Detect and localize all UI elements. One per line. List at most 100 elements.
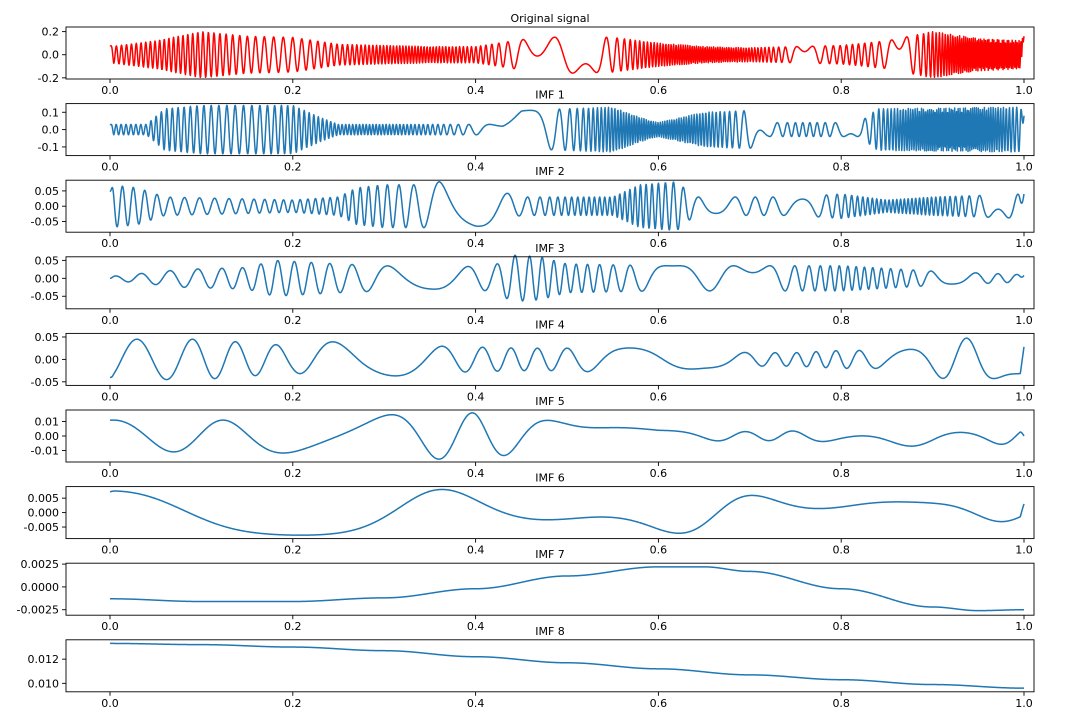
series-line [109, 180, 1025, 231]
panel-6: IMF 6 0.0 0.2 0.4 0.6 0.8 1.0 0.005 0.000-0.005 [24, 472, 1035, 557]
axes-frame [65, 409, 1035, 463]
x-tick-label: 1.0 [1015, 697, 1033, 710]
axes-frame [65, 486, 1035, 540]
series-line [109, 488, 1025, 536]
y-tick-label: -0.2 [38, 72, 59, 85]
x-tick-label: 0.8 [832, 390, 850, 403]
y-tick-label: 0.01 [35, 416, 60, 429]
y-tick-label: 0.0025 [21, 558, 60, 571]
y-tick-label: -0.005 [24, 521, 59, 534]
x-tick-label: 1.0 [1015, 84, 1033, 97]
x-tick-label: 0.0 [101, 84, 119, 97]
panel-title: IMF 1 [535, 89, 565, 102]
y-tick-label: 0.005 [28, 492, 60, 505]
panel-8: IMF 8 0.0 0.2 0.4 0.6 0.8 1.0 0.012 0.010 [28, 625, 1035, 710]
y-tick-label: 0.00 [35, 353, 60, 366]
x-tick-label: 0.6 [650, 390, 668, 403]
x-tick-label: 0.0 [101, 390, 119, 403]
x-tick-label: 0.4 [467, 467, 485, 480]
x-tick-label: 0.2 [284, 620, 302, 633]
x-tick-label: 0.6 [650, 161, 668, 174]
y-tick-label: -0.05 [31, 215, 59, 228]
x-tick-label: 0.6 [650, 467, 668, 480]
x-tick-label: 0.4 [467, 390, 485, 403]
series-line [109, 412, 1025, 460]
series-line [109, 104, 1025, 155]
x-tick-label: 0.0 [101, 620, 119, 633]
y-tick-label: -0.05 [31, 376, 59, 389]
x-tick-label: 0.6 [650, 697, 668, 710]
x-tick-label: 0.6 [650, 237, 668, 250]
panel-7: IMF 7 0.0 0.2 0.4 0.6 0.8 1.0 0.0025 0.0000 -0.00… [17, 548, 1035, 633]
x-tick-label: 0.2 [284, 84, 302, 97]
panel-5: IMF 5 0.0 0.2 0.4 0.6 0.8 1.0 0.010.00-0.01 [31, 395, 1035, 480]
x-tick-label: 0.4 [467, 697, 485, 710]
x-tick-label: 0.4 [467, 237, 485, 250]
x-tick-label: 0.2 [284, 237, 302, 250]
panel-title: IMF 5 [535, 395, 565, 408]
x-tick-label: 0.0 [101, 467, 119, 480]
x-tick-label: 0.8 [832, 544, 850, 557]
y-tick-label: 0.000 [28, 507, 60, 520]
panel-2: IMF 2 0.0 0.2 0.4 0.6 0.8 1.0 0.05 0.00 -0.05 [31, 165, 1035, 250]
y-tick-label: 0.1 [42, 106, 60, 119]
panel-title: IMF 4 [535, 318, 565, 331]
x-tick-label: 0.0 [101, 697, 119, 710]
axes-frame [65, 562, 1035, 616]
x-tick-label: 0.8 [832, 620, 850, 633]
x-tick-label: 0.4 [467, 161, 485, 174]
x-tick-label: 0.8 [832, 314, 850, 327]
panel-title: IMF 7 [535, 548, 565, 561]
panel-title: IMF 2 [535, 165, 565, 178]
x-tick-label: 0.4 [467, 84, 485, 97]
y-tick-label: 0.2 [42, 26, 60, 39]
x-tick-label: 0.2 [284, 314, 302, 327]
x-tick-label: 0.8 [832, 161, 850, 174]
x-tick-label: 0.6 [650, 84, 668, 97]
series-line [109, 566, 1025, 612]
series-line [109, 642, 1025, 689]
x-tick-label: 0.6 [650, 314, 668, 327]
series-line [109, 337, 1025, 381]
y-tick-label: 0.012 [28, 653, 60, 666]
panel-4: IMF 4 0.0 0.2 0.4 0.6 0.8 1.0 0.05 0.00 -0.05 [31, 318, 1035, 403]
x-tick-label: 0.0 [101, 161, 119, 174]
x-tick-label: 0.4 [467, 314, 485, 327]
y-tick-label: 0.00 [35, 272, 60, 285]
x-tick-label: 1.0 [1015, 467, 1033, 480]
x-tick-label: 1.0 [1015, 620, 1033, 633]
series-line [109, 30, 1025, 79]
x-tick-label: 0.6 [650, 620, 668, 633]
y-tick-label: -0.1 [38, 141, 59, 154]
panel-title: IMF 8 [535, 625, 565, 638]
x-tick-label: 0.2 [284, 467, 302, 480]
y-tick-label: 0.0 [42, 124, 60, 137]
x-tick-label: 0.0 [101, 237, 119, 250]
x-tick-label: 0.8 [832, 697, 850, 710]
x-tick-label: 1.0 [1015, 237, 1033, 250]
y-tick-label: -0.05 [31, 290, 59, 303]
x-tick-label: 0.4 [467, 620, 485, 633]
axes-frame [65, 26, 1035, 80]
x-tick-label: 1.0 [1015, 161, 1033, 174]
x-tick-label: 0.8 [832, 84, 850, 97]
panel-title: IMF 3 [535, 242, 565, 255]
panel-3: IMF 3 0.0 0.2 0.4 0.6 0.8 1.0 0.05 0.00 -0.05 [31, 242, 1035, 327]
x-tick-label: 1.0 [1015, 390, 1033, 403]
y-tick-label: 0.0 [42, 49, 60, 62]
x-tick-label: 0.0 [101, 544, 119, 557]
y-tick-label: 0.05 [35, 254, 60, 267]
y-tick-label: -0.0025 [17, 604, 59, 617]
x-tick-label: 0.8 [832, 237, 850, 250]
x-tick-label: 0.0 [101, 314, 119, 327]
x-tick-label: 0.2 [284, 161, 302, 174]
x-tick-label: 0.4 [467, 544, 485, 557]
x-tick-label: 1.0 [1015, 314, 1033, 327]
series-line [109, 254, 1025, 302]
y-tick-label: 0.05 [35, 331, 60, 344]
panel-0: Original signal 0.0 0.2 0.4 0.6 0.8 1.0 0.2 0.0 -… [38, 12, 1035, 97]
y-tick-label: 0.05 [35, 185, 60, 198]
y-tick-label: 0.0000 [21, 581, 60, 594]
x-tick-label: 1.0 [1015, 544, 1033, 557]
